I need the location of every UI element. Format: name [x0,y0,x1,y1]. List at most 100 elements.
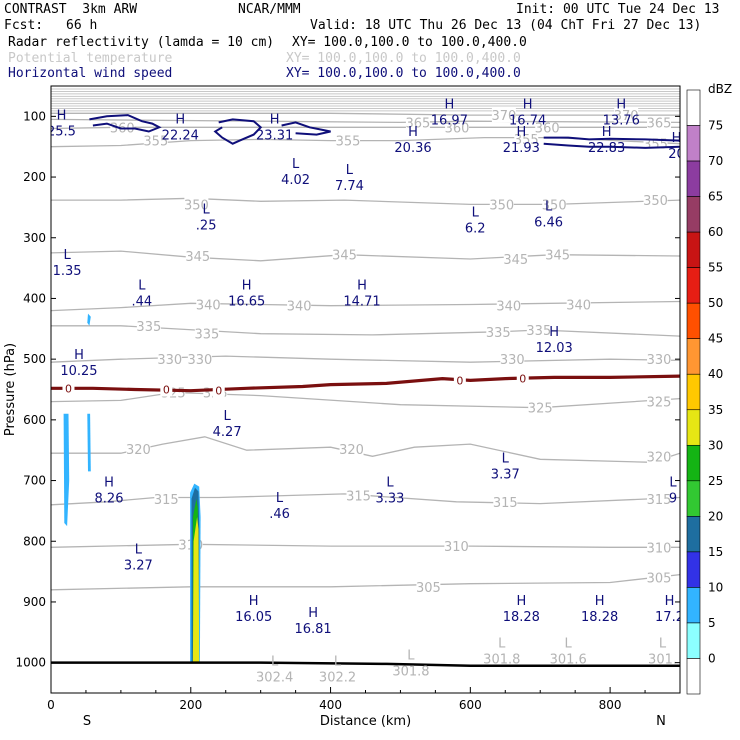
theta-label-bg [136,317,161,333]
wind-extremum-value: 17.2 [655,610,684,625]
theta-contour-label: 315 [647,493,672,508]
wind-extremum-value: 3.37 [491,467,520,482]
wind-speed-contour [89,114,162,133]
wind-extremum-value: 4.02 [281,173,310,188]
theta-label-bg [157,351,182,367]
valid-time: Valid: 18 UTC Thu 26 Dec 13 (04 ChT Fri … [310,18,702,33]
wind-extremum-value: 12.03 [536,341,573,356]
theta-contour-label: 350 [542,198,567,213]
wind-extremum-value: 22.83 [588,141,625,156]
freezing-level-label: 0 [519,373,526,386]
theta-label-bg [184,196,209,212]
wind-extremum-value: 8.26 [95,492,124,507]
institution-label: NCAR/MMM [238,2,301,17]
theta-contour-label: 335 [194,328,219,343]
theta-label-bg [500,351,525,367]
theta-label-bg [647,490,672,506]
theta-contour-label: 355 [514,133,539,148]
freezing-level-label: 0 [456,374,463,387]
theta-label-bg [496,297,521,313]
theta-extremum-letter: L [659,636,667,651]
theta-contour-315 [51,493,680,506]
theta-extremum-value: 301. [648,652,677,667]
theta-contour-365 [51,118,680,124]
theta-label-bg [110,119,135,135]
y-tick-label: 300 [23,231,46,245]
wind-extremum-letter: H [242,278,252,293]
wind-extremum-letter: L [292,157,300,172]
wind-extremum-value: 22.24 [162,129,199,144]
field-wind-name: Horizontal wind speed [8,66,173,81]
freezing-level-label: 0 [65,382,72,395]
theta-contour-label: 310 [444,540,469,555]
theta-contour-label: 370 [614,109,639,124]
theta-contour-350 [51,197,680,206]
wind-extremum-letter: L [203,202,211,217]
theta-label-bg [526,322,551,338]
theta-label-bg [405,114,430,130]
theta-contour-345 [51,250,680,262]
y-tick-label: 500 [23,352,46,366]
theta-contour-label: 320 [339,443,364,458]
theta-label-bg [528,399,553,415]
theta-label-bg [486,323,511,339]
wind-speed-contour [543,142,680,149]
theta-contour-label: 345 [185,250,210,265]
wind-extremum-letter: H [175,113,185,128]
wind-extremum-value: 16.97 [431,113,468,128]
theta-label-bg [542,196,567,212]
y-tick-label: 200 [23,170,46,184]
theta-contour-label: 315 [154,493,179,508]
theta-label-bg [187,351,212,367]
theta-label-bg [491,107,516,123]
wind-extremum-letter: H [616,97,626,112]
theta-contour-label: 340 [196,299,221,314]
wind-extremum-value: 10.25 [60,364,97,379]
theta-contour-370 [51,112,680,116]
x-tick-label: 400 [319,698,342,712]
wind-speed-contour [543,136,680,142]
theta-contour-label: 365 [406,116,431,131]
wind-extremum-letter: H [523,97,533,112]
theta-contour-label: 355 [643,138,668,153]
freezing-label-bg [62,381,75,396]
theta-label-bg [647,448,672,464]
wind-extremum-letter: H [57,108,67,123]
theta-extremum-value: 301.8 [483,652,520,667]
theta-contour-325 [51,391,680,409]
wind-extremum-letter: L [223,409,231,424]
theta-label-bg [332,246,357,262]
field-theta-range: XY= 100.0,100.0 to 100.0,400.0 [286,51,521,66]
wind-extremum-value: 4.27 [213,425,242,440]
theta-contour-label: 325 [647,396,672,411]
reflectivity-cell [87,313,91,326]
wind-extremum-letter: H [249,594,259,609]
theta-label-bg [445,119,470,135]
wind-extremum-value: 16.05 [235,610,272,625]
wind-extremum-letter: H [408,125,418,140]
theta-contour-label: 345 [545,249,570,264]
theta-contour-label: 340 [287,300,312,315]
wind-extremum-letter: L [135,542,143,557]
theta-extremum-value: 302.2 [319,671,356,686]
x-tick-label: 600 [459,698,482,712]
wind-extremum-letter: H [595,594,605,609]
field-reflectivity-name: Radar reflectivity (lamda = 10 cm) [8,35,275,50]
y-tick-label: 800 [23,534,46,548]
wind-speed-contour [213,118,263,145]
theta-label-bg [194,325,219,341]
forecast-label: Fcst: [4,18,44,33]
theta-contour-label: 350 [489,198,514,213]
reflectivity-cell [192,517,200,663]
theta-contour-label: 360 [535,121,560,136]
theta-contour-330 [51,355,680,363]
theta-label-bg [489,196,514,212]
wind-extremum-letter: L [386,476,394,491]
y-tick-label: 700 [23,474,46,488]
wind-extremum-letter: H [665,594,675,609]
theta-contour-label: 330 [647,353,672,368]
theta-contour-label: 345 [503,253,528,268]
ground-line [51,661,680,667]
freezing-label-bg [516,371,529,386]
